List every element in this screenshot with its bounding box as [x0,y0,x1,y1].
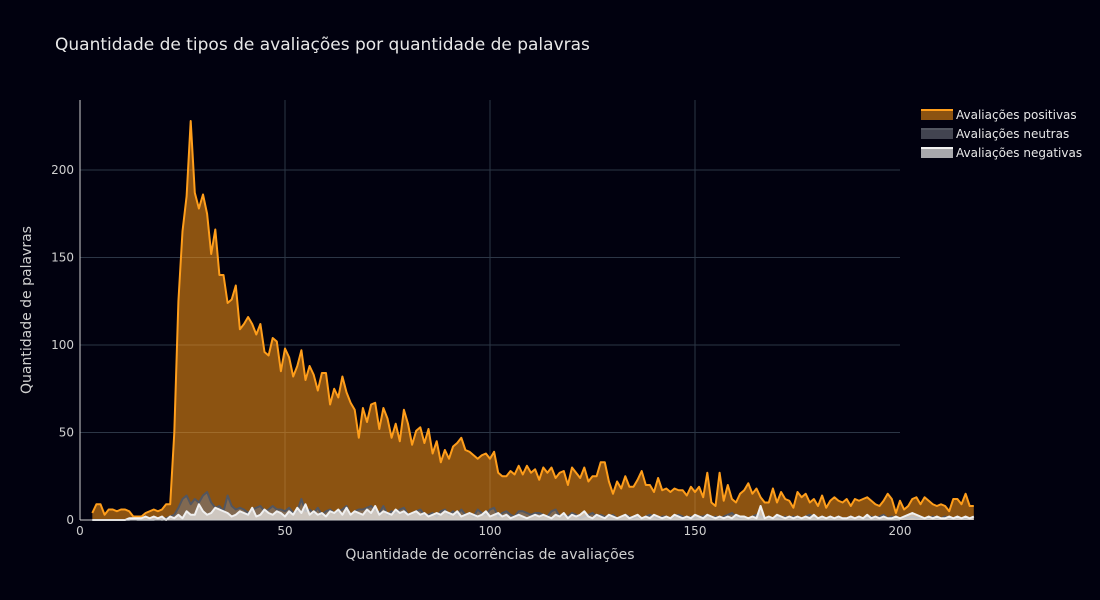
legend-label: Avaliações positivas [956,108,1077,122]
y-tick-label: 0 [66,513,74,527]
x-tick-label: 100 [479,524,502,538]
chart-title: Quantidade de tipos de avaliações por qu… [55,35,590,55]
y-tick-label: 150 [51,251,74,265]
legend-item-2[interactable]: Avaliações neutras [921,127,1069,141]
x-tick-label: 0 [76,524,84,538]
series-line-1 [91,120,974,518]
y-axis-ticks: 0 50 100 150 200 [51,163,74,527]
legend-item-1[interactable]: Avaliações positivas [921,108,1077,122]
y-tick-label: 100 [51,338,74,352]
legend-item-3[interactable]: Avaliações negativas [921,146,1082,160]
legend[interactable]: Avaliações positivas Avaliações neutras Av… [921,108,1082,160]
x-tick-label: 200 [889,524,912,538]
series-area-3 [92,504,974,520]
y-tick-label: 50 [59,426,74,440]
axes [79,100,900,521]
legend-swatch [921,110,953,120]
x-axis-ticks: 0 50 100 150 200 [76,524,911,538]
legend-swatch [921,148,953,158]
y-tick-label: 200 [51,163,74,177]
legend-label: Avaliações neutras [956,127,1069,141]
series-line-3 [92,503,975,521]
plot-area [91,120,975,521]
legend-swatch [921,129,953,139]
x-tick-label: 150 [684,524,707,538]
x-axis-title: Quantidade de ocorrências de avaliações [345,547,634,563]
series-area-1 [92,121,974,520]
legend-label: Avaliações negativas [956,146,1082,160]
y-axis-title: Quantidade de palavras [19,226,35,394]
x-tick-label: 50 [277,524,292,538]
